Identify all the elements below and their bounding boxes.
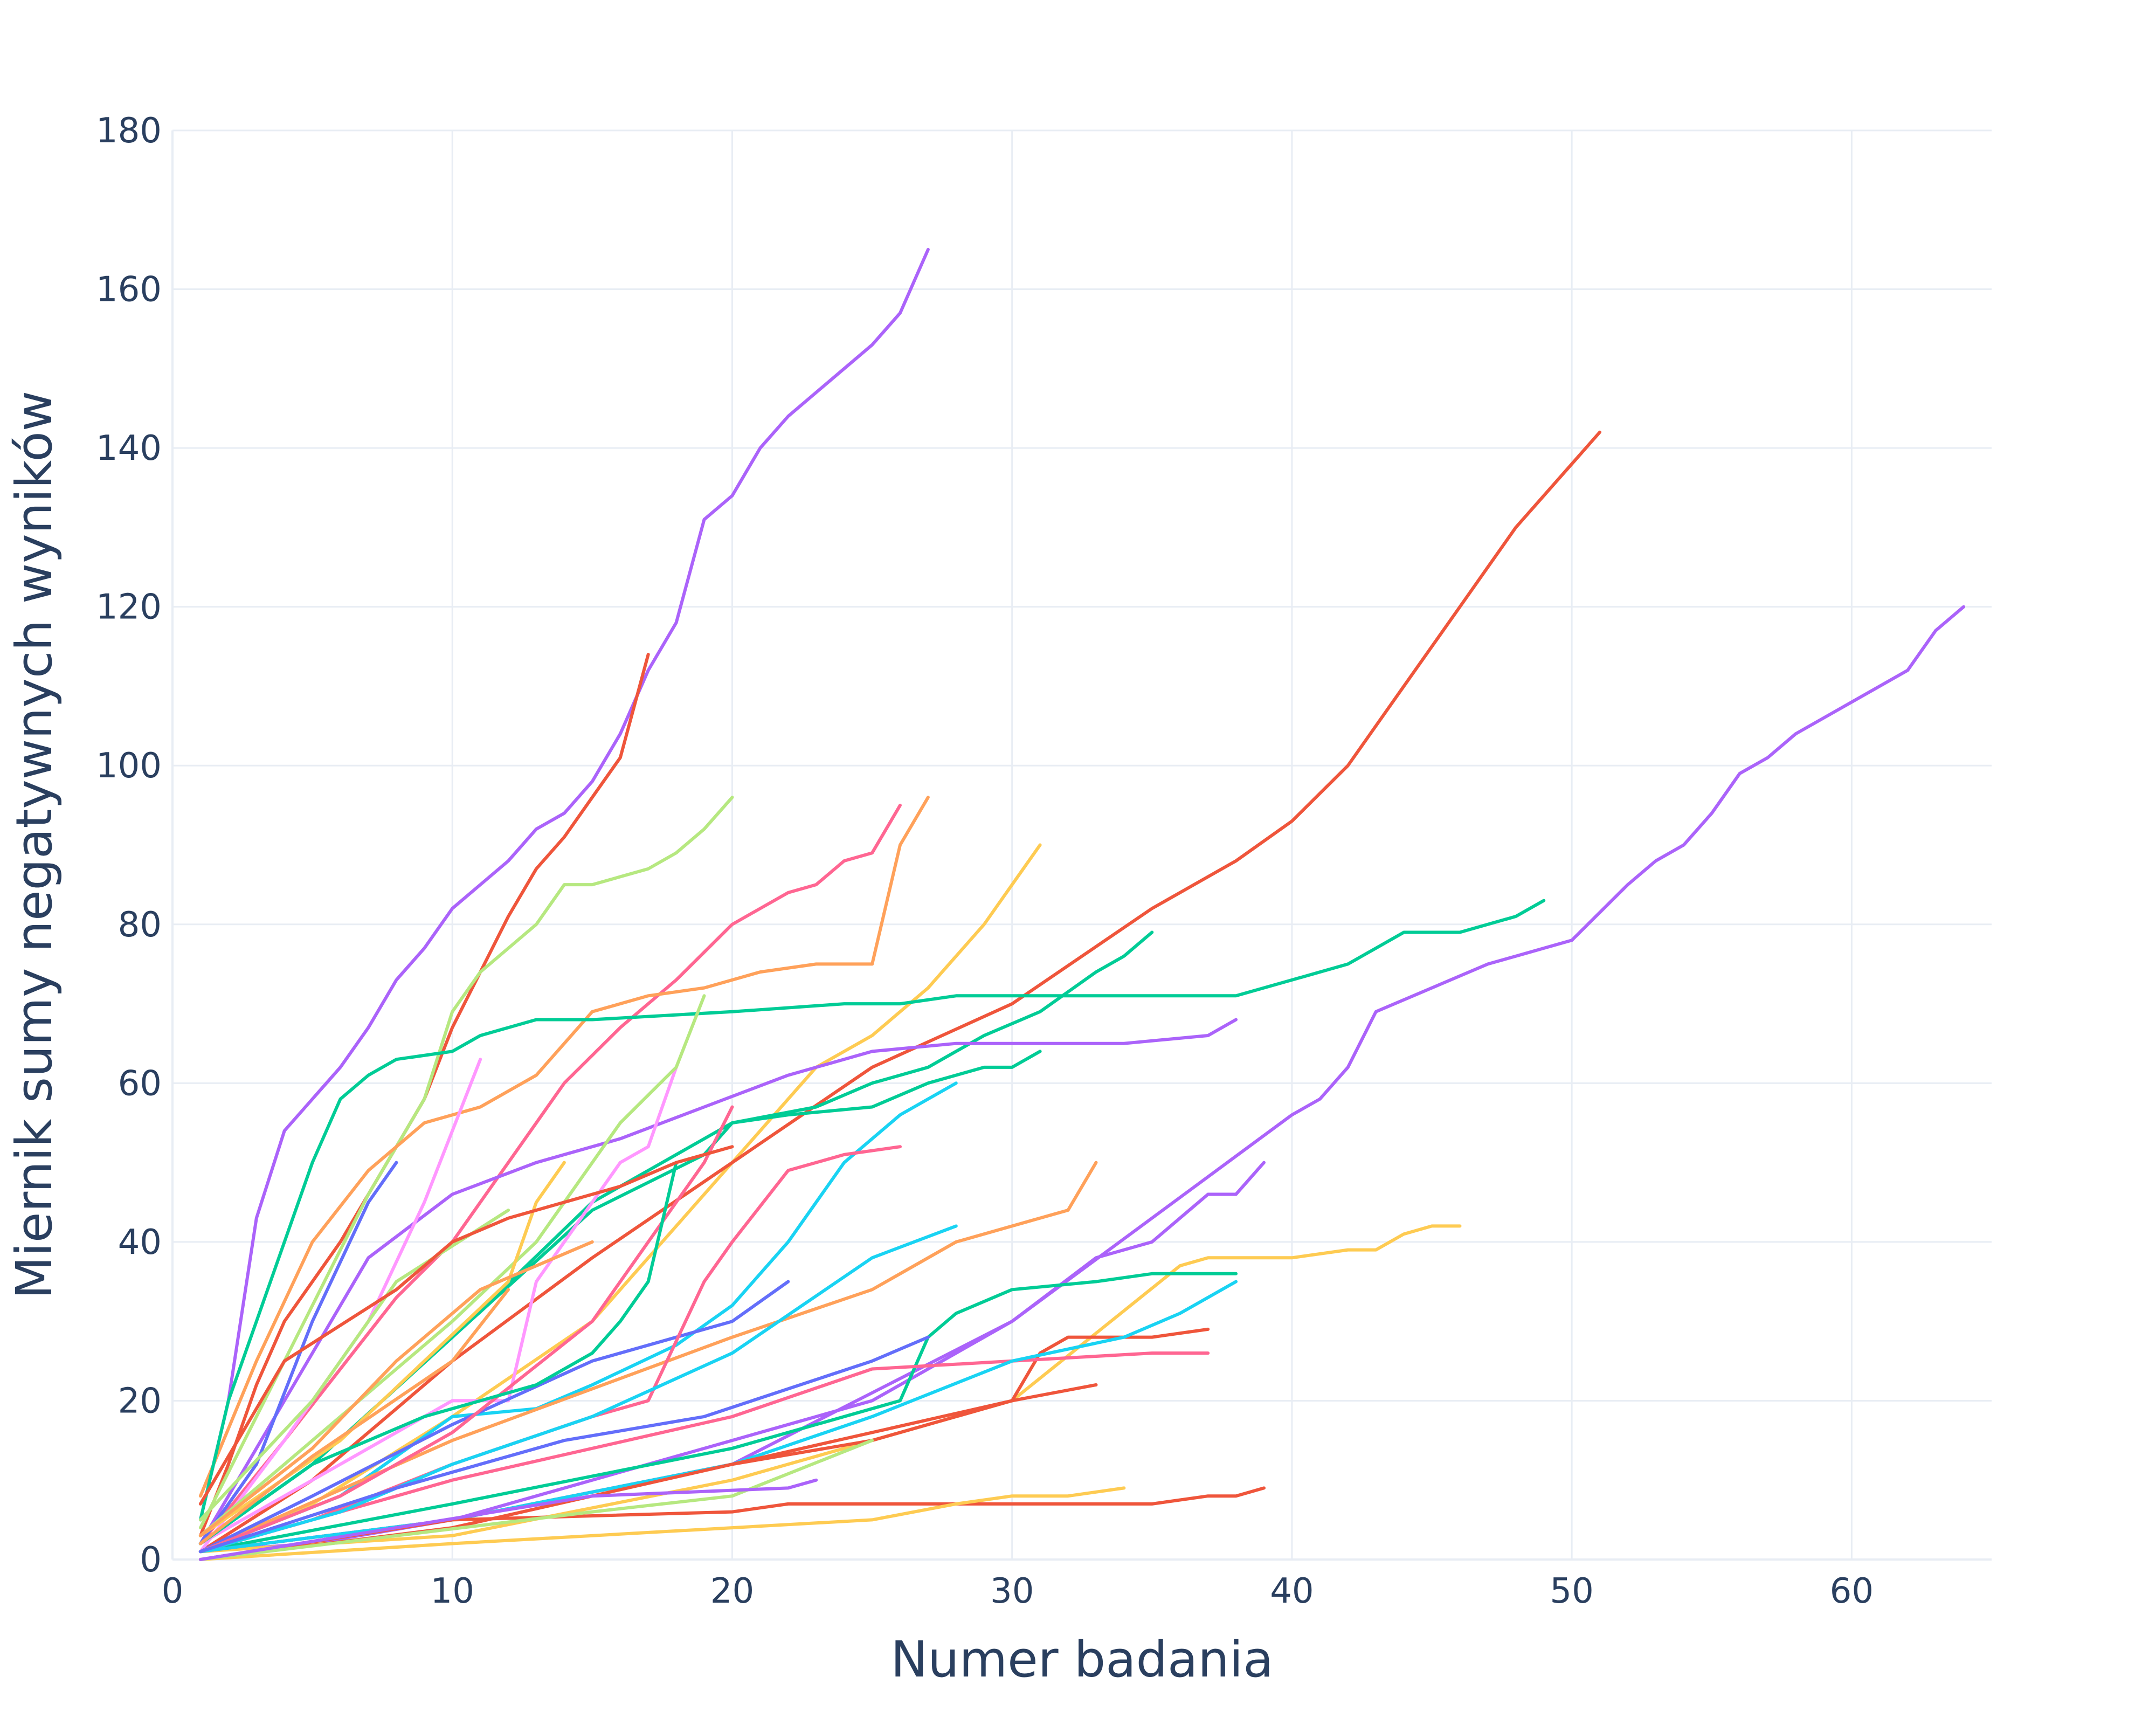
series-line-37 <box>198 1288 510 1545</box>
x-tick-label: 40 <box>1270 1571 1314 1611</box>
series-line-4 <box>198 803 902 1545</box>
series-line-25 <box>198 1486 1126 1561</box>
series-line-9 <box>198 899 1546 1522</box>
series-line-27 <box>198 994 706 1537</box>
series-line-38 <box>198 1439 874 1561</box>
series-line-19 <box>198 1327 1210 1554</box>
y-tick-label: 160 <box>96 270 162 310</box>
series-line-20 <box>198 1351 1210 1554</box>
series-line-1 <box>198 247 930 1522</box>
series-line-26 <box>198 1065 678 1545</box>
series-group <box>198 247 1966 1561</box>
series-line-7 <box>198 430 1602 1554</box>
series-line-15 <box>198 1161 398 1545</box>
tick-labels: 0 20 40 60 80 100 120 140 160 180 0 10 20 30 40 50 60 <box>96 111 1874 1611</box>
x-tick-label: 10 <box>431 1571 474 1611</box>
y-tick-label: 180 <box>96 111 162 151</box>
series-line-32 <box>198 1209 510 1522</box>
series-line-3 <box>198 796 734 1530</box>
series-line-22 <box>198 1161 1098 1554</box>
series-line-5 <box>198 796 930 1498</box>
y-tick-label: 120 <box>96 588 162 627</box>
series-line-36 <box>198 1335 930 1554</box>
series-line-18 <box>198 1272 1238 1554</box>
series-line-17 <box>198 1224 1462 1554</box>
x-tick-label: 50 <box>1550 1571 1593 1611</box>
series-line-30 <box>198 1105 734 1554</box>
y-tick-label: 80 <box>118 905 162 945</box>
x-tick-label: 30 <box>990 1571 1034 1611</box>
series-line-40 <box>198 1240 594 1537</box>
y-axis-title: Miernik sumy negatywnych wyników <box>5 391 63 1299</box>
x-tick-label: 60 <box>1830 1571 1874 1611</box>
y-tick-label: 0 <box>140 1540 162 1580</box>
series-line-35 <box>198 1224 958 1554</box>
y-tick-label: 20 <box>118 1381 162 1421</box>
x-tick-label: 0 <box>162 1571 184 1611</box>
series-line-28 <box>198 1280 790 1554</box>
y-tick-label: 60 <box>118 1064 162 1103</box>
x-axis-title: Numer badania <box>890 1631 1273 1688</box>
series-line-31 <box>198 1161 678 1545</box>
series-line-39 <box>198 1478 818 1561</box>
y-tick-label: 140 <box>96 429 162 468</box>
y-tick-label: 100 <box>96 746 162 786</box>
y-tick-label: 40 <box>118 1223 162 1262</box>
series-line-11 <box>198 1018 1238 1545</box>
x-tick-label: 20 <box>710 1571 754 1611</box>
series-line-29 <box>198 1161 566 1537</box>
series-line-8 <box>198 605 1966 1554</box>
series-line-33 <box>198 1145 734 1506</box>
